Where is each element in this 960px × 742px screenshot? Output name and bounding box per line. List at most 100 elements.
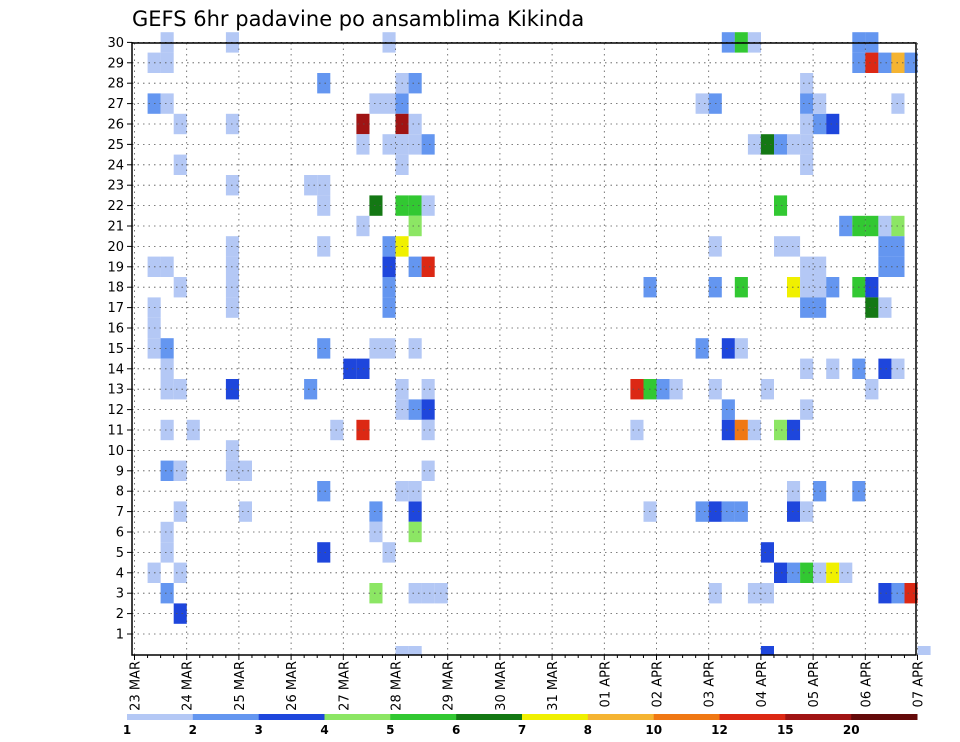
heatmap-cell xyxy=(173,154,187,175)
heatmap-cell xyxy=(369,93,383,114)
heatmap-cell xyxy=(160,379,174,400)
y-tick-label: 5 xyxy=(116,546,124,561)
heatmap-cell xyxy=(800,277,814,298)
legend-label: 6 xyxy=(452,723,460,737)
heatmap-cell xyxy=(878,215,892,237)
heatmap-cell xyxy=(160,419,174,441)
heatmap-cell xyxy=(356,134,370,155)
heatmap-cell xyxy=(787,134,801,155)
heatmap-cell xyxy=(173,277,187,298)
legend-swatch xyxy=(324,714,391,720)
heatmap-cell xyxy=(826,358,840,379)
legend-swatch xyxy=(653,714,720,720)
legend-swatch xyxy=(258,714,325,720)
chart-title: GEFS 6hr padavine po ansamblima Kikinda xyxy=(132,7,584,31)
heatmap-cell xyxy=(865,277,879,298)
y-tick-label: 14 xyxy=(107,362,124,377)
x-tick-label: 05 APR xyxy=(807,661,822,707)
heatmap-cell xyxy=(317,236,331,257)
x-tick-label: 27 MAR xyxy=(337,661,352,711)
heatmap-cell xyxy=(408,646,422,655)
heatmap-cell xyxy=(721,501,735,522)
y-tick-label: 27 xyxy=(107,97,124,112)
x-axis: 23 MAR 24 MAR 25 MAR 26 MAR 27 MAR 28 MAR 29 M… xyxy=(129,655,927,711)
heatmap-cell xyxy=(721,419,735,441)
heatmap-cell xyxy=(800,73,814,94)
heatmap-cell xyxy=(160,338,174,359)
heatmap-cell xyxy=(395,646,409,655)
y-tick-label: 30 xyxy=(107,36,124,51)
y-tick-label: 12 xyxy=(107,403,124,418)
legend-swatch xyxy=(390,714,457,720)
heatmap-cell xyxy=(173,379,187,400)
x-tick-label: 03 APR xyxy=(703,661,718,707)
heatmap-cell xyxy=(878,236,892,257)
heatmap-cell xyxy=(774,419,788,441)
heatmap-cell xyxy=(878,358,892,379)
heatmap-cell xyxy=(734,277,748,298)
heatmap-cell xyxy=(904,583,918,604)
x-tick-label: 07 APR xyxy=(912,661,927,707)
legend-label: 5 xyxy=(386,723,394,737)
heatmap-cell xyxy=(787,419,801,441)
heatmap-cell xyxy=(826,113,840,135)
y-axis: 1234567891011121314151617181920212223242… xyxy=(107,36,132,643)
heatmap-cell xyxy=(760,583,774,604)
x-tick-label: 01 APR xyxy=(598,661,613,707)
heatmap-cell xyxy=(878,297,892,318)
heatmap-cell xyxy=(865,215,879,237)
heatmap-cell xyxy=(656,379,670,400)
heatmap-cell xyxy=(408,215,422,237)
heatmap-cell xyxy=(369,338,383,359)
legend-label: 12 xyxy=(711,723,728,737)
heatmap-cell xyxy=(695,501,709,522)
y-tick-label: 1 xyxy=(116,628,124,643)
heatmap-cell xyxy=(800,297,814,318)
heatmap-cell xyxy=(382,93,396,114)
heatmap-cell xyxy=(760,134,774,155)
heatmap-cell xyxy=(369,583,383,604)
heatmap-cell xyxy=(421,256,435,277)
y-tick-label: 9 xyxy=(116,464,124,479)
heatmap-cell xyxy=(382,236,396,257)
heatmap-cell xyxy=(760,542,774,563)
heatmap-cell xyxy=(408,73,422,94)
heatmap-cell xyxy=(800,113,814,135)
x-tick-label: 02 APR xyxy=(651,661,666,707)
heatmap-cell xyxy=(760,646,774,655)
heatmap-cell xyxy=(421,399,435,420)
heatmap-cell xyxy=(304,175,318,196)
heatmap-cell xyxy=(787,501,801,522)
heatmap-cell xyxy=(904,52,918,73)
heatmap-cell xyxy=(878,256,892,277)
heatmap-cell xyxy=(421,419,435,441)
y-tick-label: 25 xyxy=(107,138,124,153)
x-tick-label: 30 MAR xyxy=(494,661,509,711)
x-tick-label: 04 APR xyxy=(755,661,770,707)
heatmap-cell xyxy=(356,358,370,379)
heatmap-cell xyxy=(369,195,383,216)
heatmap-cell xyxy=(304,379,318,400)
heatmap-cell xyxy=(408,501,422,522)
heatmap-cell xyxy=(160,52,174,73)
heatmap-cell xyxy=(356,419,370,441)
y-tick-label: 2 xyxy=(116,607,124,622)
heatmap-cell xyxy=(408,583,422,604)
heatmap-cell xyxy=(421,379,435,400)
heatmap-cell xyxy=(421,460,435,481)
heatmap-cell xyxy=(734,338,748,359)
y-tick-label: 11 xyxy=(107,424,124,439)
heatmap-cell xyxy=(408,256,422,277)
heatmap-cell xyxy=(421,195,435,216)
heatmap-cell xyxy=(382,338,396,359)
y-tick-label: 13 xyxy=(107,383,124,398)
heatmap-cell xyxy=(878,583,892,604)
heatmap-cell xyxy=(356,215,370,237)
heatmap-cell xyxy=(774,562,788,583)
legend-swatch xyxy=(587,714,655,720)
x-tick-label: 23 MAR xyxy=(129,661,144,711)
y-tick-label: 6 xyxy=(116,526,124,541)
y-tick-label: 22 xyxy=(107,199,124,214)
x-tick-label: 28 MAR xyxy=(390,661,405,711)
